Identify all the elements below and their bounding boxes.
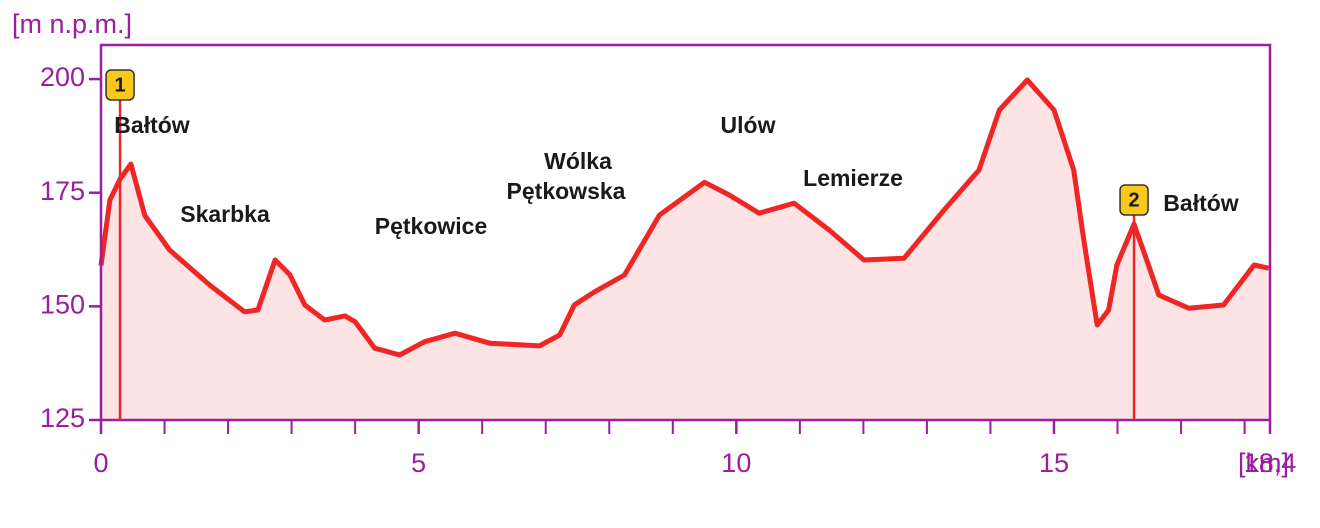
profile-line — [98, 77, 1270, 358]
plot-frame — [99, 43, 1272, 422]
x-axis-label: [km] — [1238, 448, 1289, 478]
y-tick-label: 125 — [40, 403, 85, 433]
y-tick-label: 150 — [40, 289, 85, 319]
marker-label: 1 — [114, 74, 125, 96]
place-name: Pętkowice — [375, 213, 488, 239]
x-tick-label: 15 — [1039, 448, 1069, 478]
place-name: Ulów — [721, 112, 776, 138]
y-axis-label: [m n.p.m.] — [12, 9, 132, 39]
place-name: Bałtów — [114, 112, 190, 138]
place-name: Lemierze — [803, 165, 903, 191]
marker-label: 2 — [1128, 189, 1139, 211]
place-name: Wólka — [544, 148, 612, 174]
y-tick-label: 175 — [40, 176, 85, 206]
marker-box — [1119, 184, 1149, 216]
area — [101, 80, 1269, 420]
y-tick-label: 200 — [40, 62, 85, 92]
marker-box — [105, 69, 135, 101]
x-tick-label: 5 — [411, 448, 426, 478]
x-tick-label: 10 — [721, 448, 751, 478]
place-name: Skarbka — [180, 201, 270, 227]
place-name: Bałtów — [1163, 190, 1239, 216]
place-name: Pętkowska — [507, 178, 626, 204]
x-tick-label: 0 — [93, 448, 108, 478]
x-tick-label: 18,4 — [1244, 448, 1297, 478]
